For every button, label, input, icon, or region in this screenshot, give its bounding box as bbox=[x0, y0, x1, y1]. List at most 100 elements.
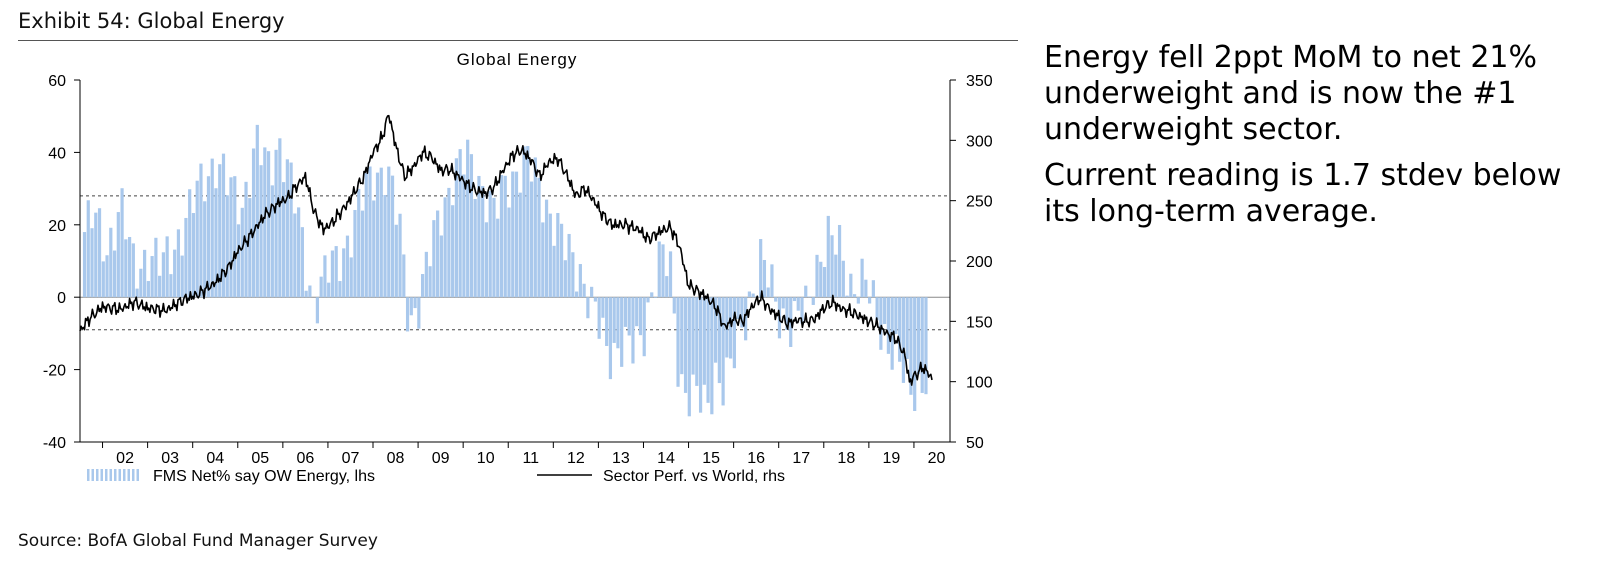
fms-bar bbox=[263, 147, 267, 298]
fms-bar bbox=[612, 297, 616, 343]
fms-bar bbox=[665, 276, 669, 298]
fms-bar bbox=[195, 180, 199, 298]
fms-bar bbox=[541, 222, 545, 298]
right-tick-label: 50 bbox=[966, 435, 984, 452]
fms-bar bbox=[593, 297, 597, 302]
fms-bar bbox=[225, 195, 229, 298]
x-tick-label: 20 bbox=[928, 450, 946, 467]
fms-bar bbox=[443, 197, 447, 298]
fms-bar bbox=[533, 157, 537, 298]
fms-bar bbox=[451, 205, 455, 298]
fms-bar bbox=[687, 297, 691, 417]
fms-bar bbox=[860, 258, 864, 298]
fms-bar bbox=[511, 171, 515, 298]
fms-bar bbox=[233, 176, 237, 298]
fms-bar bbox=[672, 297, 676, 314]
sector-perf-path bbox=[79, 114, 933, 386]
fms-bar bbox=[229, 177, 233, 298]
fms-bar bbox=[676, 297, 680, 387]
fms-bar bbox=[349, 257, 353, 298]
fms-bar bbox=[428, 266, 432, 298]
fms-bar bbox=[819, 261, 823, 298]
right-tick-label: 350 bbox=[966, 73, 993, 90]
fms-bar bbox=[717, 297, 721, 384]
x-tick-label: 09 bbox=[432, 450, 450, 467]
fms-bar bbox=[274, 149, 278, 298]
fms-bar bbox=[852, 294, 857, 298]
fms-bar bbox=[781, 297, 785, 309]
fms-bar bbox=[259, 165, 263, 298]
fms-bar bbox=[210, 158, 214, 298]
fms-bar bbox=[732, 297, 736, 369]
fms-net-bars bbox=[82, 124, 928, 417]
fms-bar bbox=[199, 163, 203, 298]
fms-bar bbox=[86, 200, 90, 298]
fms-bar bbox=[883, 297, 887, 324]
fms-bar bbox=[811, 297, 815, 305]
x-tick-label: 02 bbox=[116, 450, 134, 467]
fms-bar bbox=[710, 297, 714, 415]
legend-bar-swatch bbox=[114, 469, 117, 481]
fms-bar bbox=[597, 297, 601, 339]
fms-bar bbox=[327, 282, 331, 298]
left-tick-label: 40 bbox=[48, 145, 66, 162]
fms-bar bbox=[841, 260, 845, 298]
fms-bar bbox=[590, 286, 594, 298]
fms-bar bbox=[439, 235, 443, 298]
fms-bar bbox=[713, 297, 718, 363]
fms-bar bbox=[796, 297, 800, 311]
fms-bar bbox=[323, 255, 327, 298]
legend-bar-swatch bbox=[100, 469, 103, 481]
fms-bar bbox=[492, 197, 496, 298]
fms-bar bbox=[372, 200, 376, 298]
fms-bar bbox=[319, 276, 323, 298]
fms-bar bbox=[623, 297, 628, 327]
x-tick-label: 18 bbox=[837, 450, 855, 467]
fms-bar bbox=[638, 297, 643, 336]
fms-bar bbox=[357, 188, 361, 298]
fms-bar bbox=[826, 215, 830, 298]
fms-bar bbox=[601, 297, 605, 318]
commentary-text-1: Energy fell 2ppt MoM to net 21% underwei… bbox=[1044, 40, 1538, 147]
fms-bar bbox=[120, 188, 124, 298]
fms-bar bbox=[807, 296, 812, 298]
fms-bar bbox=[822, 266, 827, 298]
x-tick-label: 13 bbox=[612, 450, 630, 467]
fms-bar bbox=[864, 279, 868, 298]
fms-bar bbox=[849, 273, 853, 298]
x-tick-label: 06 bbox=[296, 450, 314, 467]
x-tick-label: 17 bbox=[792, 450, 810, 467]
fms-bar bbox=[518, 192, 522, 298]
right-tick-label: 200 bbox=[966, 254, 993, 271]
fms-bar bbox=[559, 223, 564, 298]
fms-bar bbox=[447, 187, 451, 298]
legend-bar-swatch bbox=[123, 469, 126, 481]
fms-bar bbox=[631, 297, 635, 364]
fms-bar bbox=[436, 210, 440, 298]
fms-bar bbox=[454, 158, 458, 298]
fms-bar bbox=[886, 297, 890, 354]
x-tick-label: 15 bbox=[702, 450, 720, 467]
fms-bar bbox=[251, 148, 256, 298]
legend-bar-swatch bbox=[136, 469, 139, 481]
fms-bar bbox=[845, 295, 849, 298]
fms-bar bbox=[282, 182, 286, 298]
fms-bar bbox=[913, 297, 917, 411]
fms-bar bbox=[567, 233, 571, 298]
fms-bar bbox=[143, 249, 147, 298]
fms-bar bbox=[176, 229, 181, 298]
fms-bar bbox=[420, 274, 425, 298]
fms-bar bbox=[285, 159, 289, 298]
fms-bar bbox=[526, 146, 530, 298]
legend-label-bars: FMS Net% say OW Energy, lhs bbox=[153, 468, 375, 485]
fms-bar bbox=[616, 297, 620, 349]
fms-bar bbox=[856, 297, 860, 304]
fms-bar bbox=[402, 254, 406, 298]
fms-bar bbox=[770, 264, 774, 298]
fms-bar bbox=[875, 297, 879, 321]
fms-bar bbox=[248, 198, 252, 298]
fms-bar bbox=[706, 297, 710, 403]
fms-bar bbox=[729, 297, 733, 359]
fms-bar bbox=[90, 228, 94, 298]
